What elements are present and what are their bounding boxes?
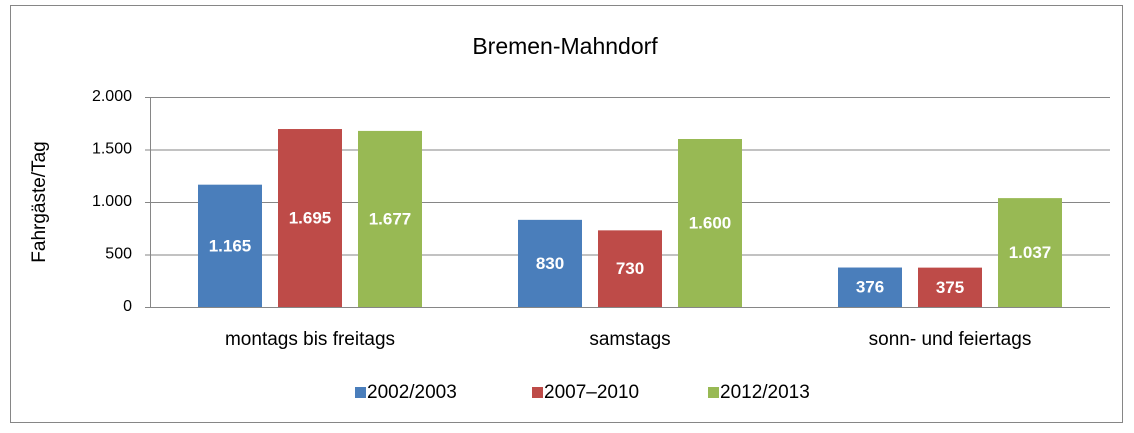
value-label: 1.037: [1009, 243, 1052, 262]
bar: [998, 198, 1062, 307]
bar: [838, 267, 902, 307]
value-label: 830: [536, 254, 564, 273]
legend-swatch: [532, 387, 543, 398]
legend-swatch: [708, 387, 719, 398]
legend-label: 2007–2010: [544, 382, 639, 403]
y-axis-label: Fahrgäste/Tag: [29, 141, 50, 262]
value-label: 376: [856, 278, 884, 297]
x-tick-label: samstags: [589, 329, 670, 350]
legend-swatch: [355, 387, 366, 398]
bar: [598, 230, 662, 307]
value-label: 375: [936, 278, 964, 297]
bar: [198, 184, 262, 307]
chart-title: Bremen-Mahndorf: [472, 33, 658, 59]
value-label: 1.600: [689, 213, 732, 232]
value-label: 1.677: [369, 209, 412, 228]
y-tick-label: 1.500: [92, 141, 132, 158]
bar: [358, 130, 422, 307]
bar: [518, 219, 582, 307]
bar: [918, 267, 982, 307]
bar: [678, 139, 742, 307]
y-tick-label: 0: [123, 298, 132, 315]
y-tick-label: 500: [105, 246, 132, 263]
x-tick-label: sonn- und feiertags: [869, 329, 1032, 350]
legend-label: 2012/2013: [720, 382, 810, 403]
chart-frame: [10, 5, 1123, 423]
legend-label: 2002/2003: [367, 382, 457, 403]
y-tick-label: 1.000: [92, 193, 132, 210]
x-tick-label: montags bis freitags: [225, 329, 395, 350]
y-tick-label: 2.000: [92, 88, 132, 105]
value-label: 730: [616, 259, 644, 278]
bar: [278, 129, 342, 307]
value-label: 1.695: [289, 208, 332, 227]
value-label: 1.165: [209, 236, 252, 255]
